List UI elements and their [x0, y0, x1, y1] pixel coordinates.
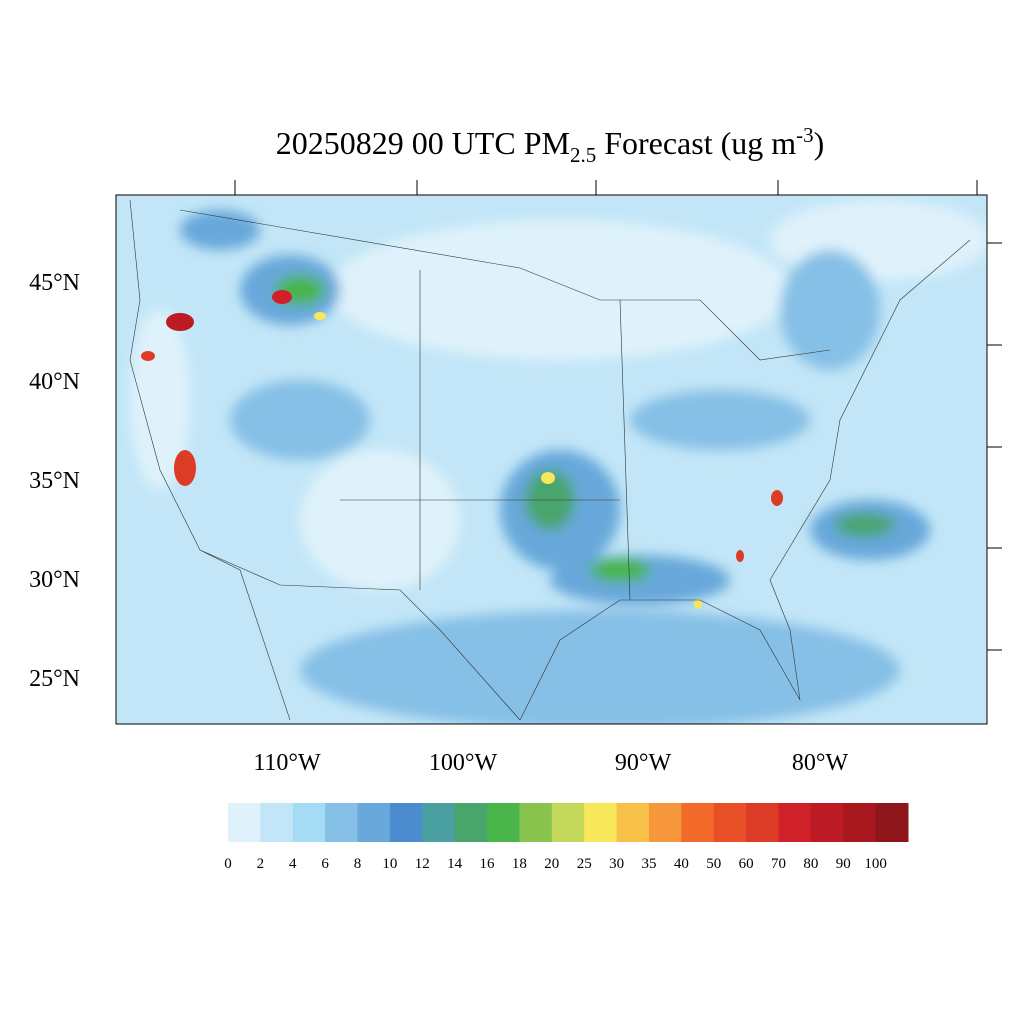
frame-ticks: [234, 180, 1002, 651]
lon-label: 90°W: [615, 750, 672, 776]
colorbar-swatch: [292, 803, 326, 842]
colorbar-swatch: [875, 803, 909, 842]
title-end: ): [814, 125, 825, 161]
colorbar-label: 6: [321, 856, 329, 872]
colorbar-label: 16: [480, 856, 496, 872]
colorbar-label: 50: [706, 856, 721, 872]
colorbar-swatch: [616, 803, 650, 842]
map-field: [116, 195, 987, 724]
colorbar-swatch: [389, 803, 423, 842]
colorbar-swatch: [746, 803, 779, 842]
title-sub: 2.5: [570, 143, 596, 167]
lat-label: 40°N: [29, 369, 80, 395]
colorbar-label: 0: [224, 856, 232, 872]
colorbar-swatch: [681, 803, 715, 842]
colorbar-label: 14: [447, 856, 463, 872]
colorbar-label: 20: [544, 856, 559, 872]
lon-label: 80°W: [792, 750, 849, 776]
colorbar-swatch: [260, 803, 294, 842]
colorbar-label: 80: [803, 856, 818, 872]
colorbar-label: 18: [512, 856, 527, 872]
lon-label: 110°W: [253, 750, 321, 776]
colorbar-swatch: [810, 803, 844, 842]
colorbar-label: 90: [836, 856, 851, 872]
map-frame: [115, 194, 988, 725]
colorbar-swatch: [357, 803, 391, 842]
colorbar-swatch: [648, 803, 682, 842]
colorbar-label: 4: [289, 856, 297, 872]
lat-label: 35°N: [29, 468, 80, 494]
lat-label: 25°N: [29, 666, 80, 692]
title: 20250829 00 UTC PM2.5 Forecast (ug m-3): [276, 123, 825, 167]
colorbar-swatch: [551, 803, 585, 842]
colorbar-label: 10: [382, 856, 397, 872]
colorbar-label: 40: [674, 856, 689, 872]
colorbar-swatch: [422, 803, 456, 842]
colorbar-label: 12: [415, 856, 430, 872]
lat-label: 30°N: [29, 567, 80, 593]
colorbar-swatch: [487, 803, 520, 842]
lat-label: 45°N: [29, 270, 80, 296]
colorbar-label: 35: [641, 856, 656, 872]
lon-label: 100°W: [429, 750, 498, 776]
colorbar-label: 2: [257, 856, 265, 872]
title-sup: -3: [796, 123, 814, 147]
colorbar-swatch: [584, 803, 618, 842]
colorbar-swatch: [519, 803, 553, 842]
title-mid: Forecast (ug m: [596, 125, 796, 161]
colorbar-swatch: [454, 803, 488, 842]
colorbar-label: 100: [864, 856, 887, 872]
colorbar-label: 30: [609, 856, 624, 872]
colorbar-label: 60: [739, 856, 754, 872]
colorbar-swatch: [843, 803, 877, 842]
colorbar-swatch: [228, 803, 261, 842]
colorbar-label: 8: [354, 856, 362, 872]
colorbar-swatch: [325, 803, 359, 842]
colorbar-swatch: [713, 803, 747, 842]
title-main: 20250829 00 UTC PM: [276, 125, 570, 161]
colorbar-swatch: [778, 803, 812, 842]
colorbar-label: 25: [577, 856, 592, 872]
colorbar-label: 70: [771, 856, 786, 872]
